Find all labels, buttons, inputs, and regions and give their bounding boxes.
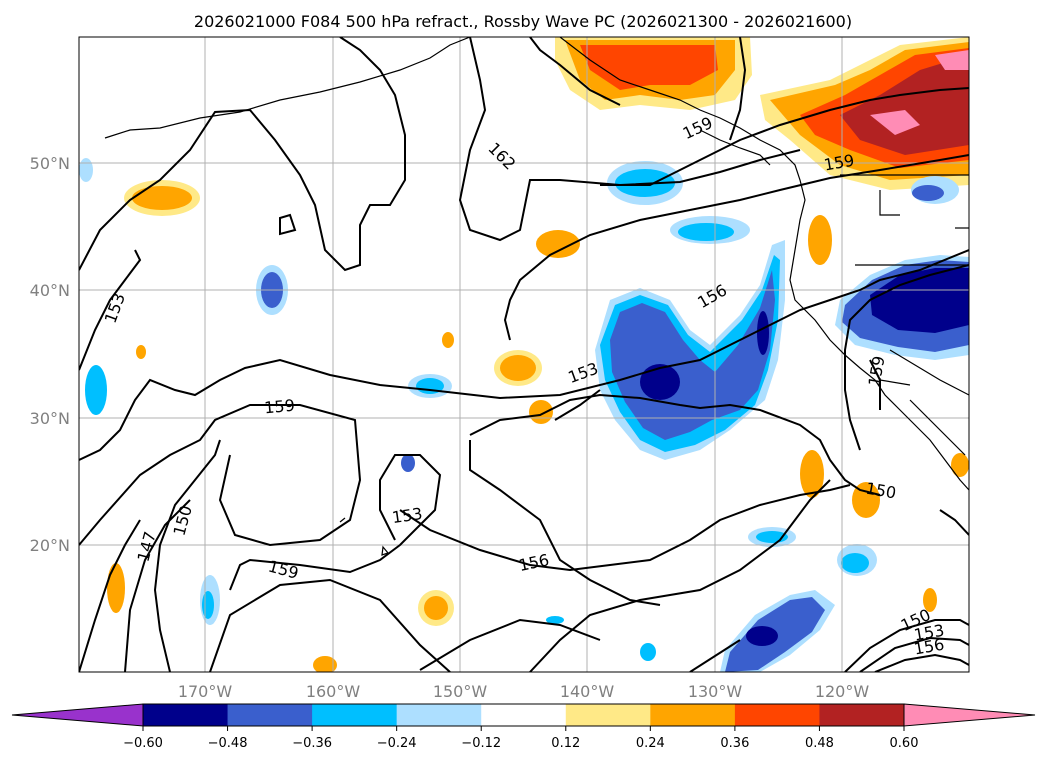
negative-anomaly-east-3: [870, 268, 969, 333]
positive-blob-13: [442, 332, 454, 348]
positive-blob-11: [923, 588, 937, 612]
colorbar-segment: [650, 704, 736, 726]
lon-label: 120°W: [815, 682, 870, 701]
negative-blob-11: [546, 616, 564, 624]
map-frame: [78, 36, 970, 673]
colorbar-tick-label: −0.36: [292, 736, 332, 751]
colorbar-tick-label: 0.12: [551, 736, 580, 751]
colorbar-frame: [142, 703, 905, 727]
colorbar-tick-label: 0.60: [890, 736, 919, 751]
colorbar-segment: [396, 704, 482, 726]
positive-blob-9-core: [424, 596, 448, 620]
colorbar-tick-label: −0.60: [123, 736, 163, 751]
lon-label: 130°W: [688, 682, 743, 701]
negative-blob-2-core: [678, 223, 734, 241]
contour-label: 153: [391, 504, 424, 527]
negative-blob-12: [79, 158, 93, 182]
colorbar-tick-label: 0.48: [805, 736, 834, 751]
positive-anomaly-east-pink2: [935, 50, 969, 70]
negative-blob-8-core: [841, 553, 869, 573]
colorbar: −0.60 −0.48 −0.36 −0.24 −0.12 0.12 0.24 0.36 0.4…: [11, 703, 1036, 751]
negative-blob-10: [640, 643, 656, 661]
negative-blob-6: [401, 454, 415, 472]
map-panel: 162 159 159 153 156 153 159 153 156 150 …: [78, 36, 970, 673]
colorbar-segment: [565, 704, 651, 726]
colorbar-segment: [734, 704, 820, 726]
positive-blob-14: [136, 345, 146, 359]
lon-label: 140°W: [560, 682, 615, 701]
positive-blob-8: [107, 563, 125, 613]
positive-blob-10: [313, 656, 337, 672]
negative-blob-9-core: [202, 591, 214, 619]
lon-label: 150°W: [433, 682, 488, 701]
lon-label: 160°W: [306, 682, 361, 701]
negative-core-1: [640, 364, 680, 400]
lat-label: 20°N: [30, 536, 70, 555]
positive-blob-6: [800, 450, 824, 498]
colorbar-segment: [312, 704, 398, 726]
colorbar-tick-label: −0.24: [377, 736, 417, 751]
colorbar-segment: [227, 704, 313, 726]
colorbar-tick-label: 0.36: [720, 736, 749, 751]
contour-label: 159: [263, 396, 295, 418]
figure-title: 2026021000 F084 500 hPa refract., Rossby…: [194, 12, 852, 31]
colorbar-tick-label: −0.12: [461, 736, 501, 751]
positive-anomaly-ne-inner: [580, 45, 718, 90]
negative-core-2: [757, 311, 769, 355]
lat-label: 30°N: [30, 409, 70, 428]
positive-blob-7: [852, 482, 880, 518]
positive-blob-2: [536, 230, 580, 258]
shaded-fields: [79, 37, 969, 672]
positive-blob-5: [529, 400, 553, 424]
colorbar-tick-label: −0.48: [208, 736, 248, 751]
lon-label: 170°W: [178, 682, 233, 701]
colorbar-segment: [481, 704, 567, 726]
positive-anomaly-east-pink: [870, 110, 920, 135]
refractivity-contours: [79, 37, 969, 672]
lat-label: 40°N: [30, 281, 70, 300]
positive-blob-4-core: [500, 355, 536, 381]
latitude-labels: 50°N 40°N 30°N 20°N: [30, 154, 70, 555]
positive-blob-12: [951, 453, 969, 477]
colorbar-extend-min: [11, 703, 144, 727]
colorbar-tick-label: 0.24: [636, 736, 665, 751]
longitude-labels: 170°W 160°W 150°W 140°W 130°W 120°W: [178, 682, 870, 701]
negative-blob-4: [85, 365, 107, 415]
positive-anomaly-east-dark: [840, 55, 969, 155]
lat-label: 50°N: [30, 154, 70, 173]
colorbar-segment: [819, 704, 905, 726]
negative-anomaly-se-core: [746, 626, 778, 646]
coastlines: [104, 37, 969, 556]
colorbar-segment: [143, 704, 229, 726]
positive-blob-1-core: [132, 186, 192, 210]
positive-blob-3: [808, 215, 832, 265]
negative-blob-13-core: [912, 185, 944, 201]
colorbar-extend-max: [903, 703, 1036, 727]
